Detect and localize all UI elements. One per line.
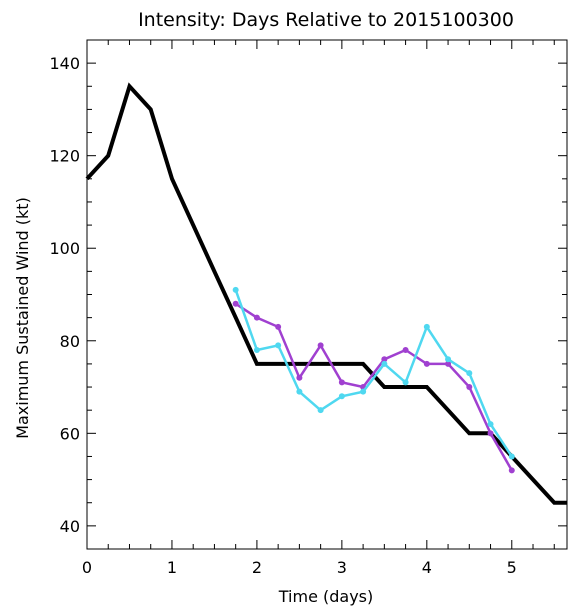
plot-area: 0 1 2 3 4 5 40 60 80 100 120 140 <box>49 39 568 577</box>
series-1-point <box>381 356 388 363</box>
series-2-point <box>487 421 494 428</box>
y-tick-label: 140 <box>49 54 80 73</box>
series-1-point <box>338 379 345 386</box>
x-tick-label: 0 <box>82 558 92 577</box>
x-tick-label: 3 <box>337 558 347 577</box>
series-1-point <box>402 347 409 354</box>
x-tick-label: 1 <box>167 558 177 577</box>
series-2-point <box>253 347 260 354</box>
series-2-point <box>445 356 452 363</box>
series-2-point <box>232 286 239 293</box>
series-2-point <box>423 323 430 330</box>
x-tick-label: 5 <box>507 558 517 577</box>
series-2-point <box>381 360 388 367</box>
series-2-point <box>275 342 282 349</box>
series-1-point <box>423 360 430 367</box>
series-line-1 <box>235 302 513 471</box>
y-tick-label: 120 <box>49 147 80 166</box>
series-2-point <box>360 388 367 395</box>
series-2-point <box>317 407 324 414</box>
y-axis-label: Maximum Sustained Wind (kt) <box>13 197 32 439</box>
y-tick-label: 80 <box>60 332 80 351</box>
series-2-point <box>338 393 345 400</box>
series-2-point <box>296 388 303 395</box>
series-1-point <box>232 300 239 307</box>
series-1-point <box>317 342 324 349</box>
y-tick-label: 100 <box>49 239 80 258</box>
series-1-point <box>296 374 303 381</box>
x-axis-label: Time (days) <box>278 587 374 606</box>
series-1-point <box>466 384 473 391</box>
series-1-point <box>253 314 260 321</box>
series-1-point <box>508 467 515 474</box>
y-tick-label: 60 <box>60 424 80 443</box>
series-1-point <box>275 323 282 330</box>
series-1-point <box>487 430 494 437</box>
series-2-point <box>508 453 515 460</box>
x-tick-label: 4 <box>422 558 432 577</box>
series-1-point <box>445 360 452 367</box>
series-line-2 <box>234 289 513 458</box>
x-tick-label: 2 <box>252 558 262 577</box>
y-tick-label: 40 <box>60 517 80 536</box>
series-2-point <box>466 370 473 377</box>
plot-frame <box>86 39 568 550</box>
chart-title: Intensity: Days Relative to 2015100300 <box>138 9 514 31</box>
series-2-point <box>402 379 409 386</box>
